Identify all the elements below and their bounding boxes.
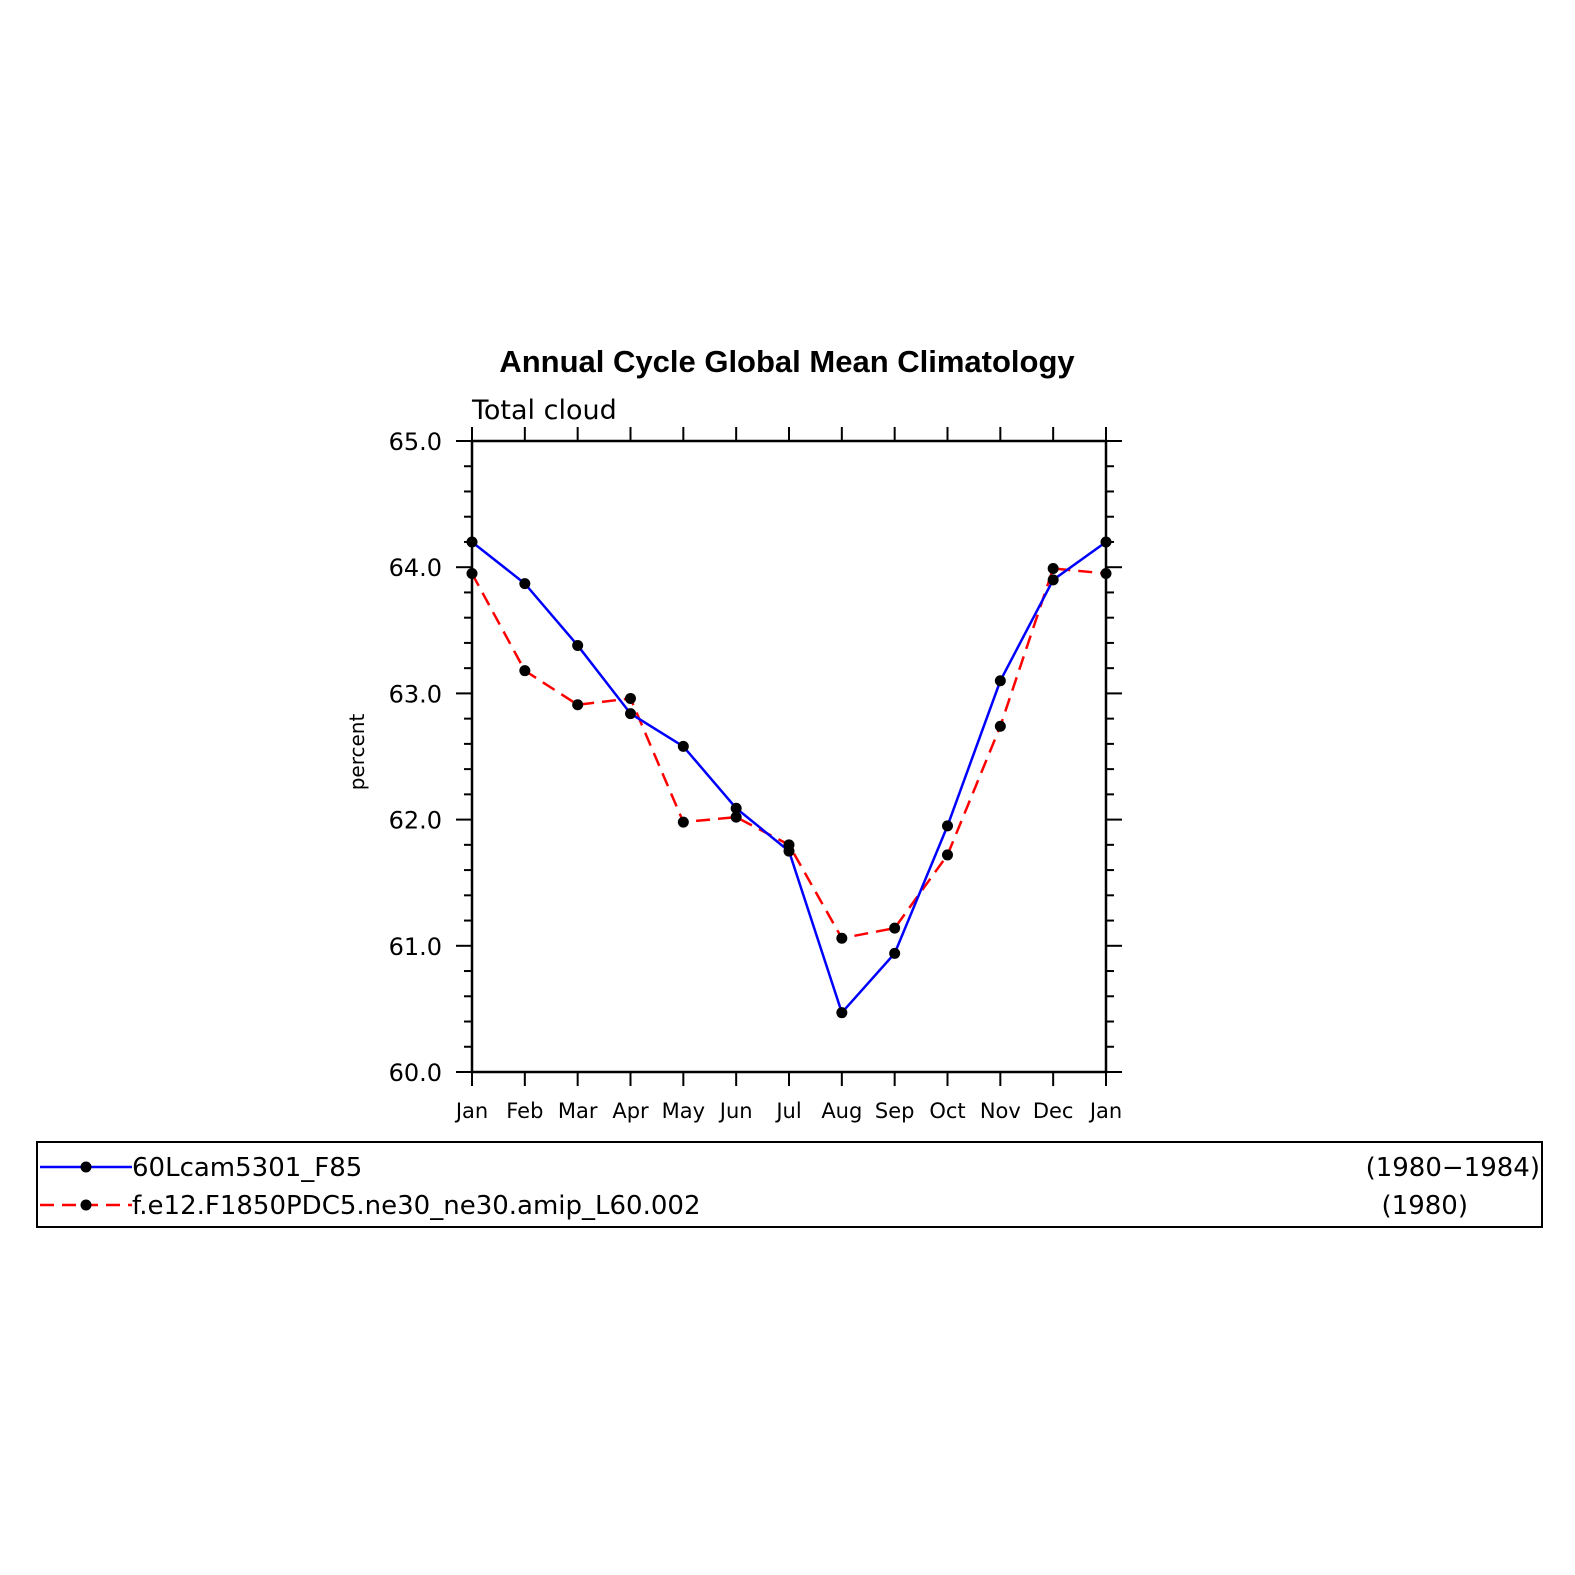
x-tick-label: Nov	[980, 1099, 1021, 1123]
series-2	[470, 567, 1107, 940]
series-layer	[466, 536, 1112, 1019]
x-tick-label: Oct	[929, 1099, 965, 1123]
legend-period: (1980)	[1382, 1191, 1468, 1221]
x-tick-label: Dec	[1033, 1099, 1074, 1123]
legend-label: f.e12.F1850PDC5.ne30_ne30.amip_L60.002	[132, 1191, 700, 1221]
data-point	[625, 692, 636, 704]
chart-title: Annual Cycle Global Mean Climatology	[499, 344, 1075, 379]
y-axis-label: percent	[345, 714, 369, 791]
chart-subtitle: Total cloud	[471, 395, 617, 426]
data-point	[836, 1007, 848, 1019]
y-tick-label: 63.0	[389, 680, 442, 708]
data-point	[889, 947, 901, 959]
data-point	[836, 932, 848, 944]
data-point	[519, 578, 531, 590]
data-point	[677, 740, 689, 752]
legend-marker	[80, 1199, 92, 1211]
data-point	[466, 536, 478, 548]
x-tick-label: Apr	[612, 1099, 649, 1123]
legend-label: 60Lcam5301_F85	[132, 1153, 362, 1183]
plot-frame	[470, 439, 1108, 1074]
legend-marker	[80, 1161, 92, 1173]
data-point	[572, 699, 584, 711]
x-tick-label: Jan	[454, 1099, 488, 1123]
data-point	[1100, 536, 1112, 548]
series-1-points	[466, 536, 1112, 1019]
data-point	[1047, 562, 1059, 574]
x-tick-label: May	[662, 1099, 705, 1123]
data-point	[677, 816, 689, 828]
data-point	[889, 922, 901, 934]
x-tick-label: Feb	[506, 1099, 543, 1123]
x-tick-label: Aug	[821, 1099, 862, 1123]
data-point	[942, 820, 953, 832]
series-1	[471, 540, 1107, 1016]
y-tick-label: 62.0	[389, 807, 442, 835]
data-point	[519, 665, 531, 677]
axes: 60.0 61.0 62.0 63.0 64.0 65.0 Jan Feb Mar Apr May J…	[389, 427, 1122, 1123]
series-line	[471, 540, 1107, 1016]
y-tick-label: 64.0	[389, 554, 442, 582]
data-point	[730, 811, 742, 823]
data-point	[625, 708, 636, 720]
x-tick-label: Jun	[718, 1099, 753, 1123]
x-tick-label: Jan	[1088, 1099, 1122, 1123]
y-tick-label: 60.0	[389, 1059, 442, 1087]
data-point	[942, 849, 953, 861]
data-point	[730, 802, 742, 814]
legend-box	[36, 1141, 1543, 1228]
data-point	[1047, 574, 1059, 586]
data-point	[466, 568, 478, 580]
series-2-points	[466, 562, 1112, 944]
y-tick-label: 65.0	[389, 428, 442, 456]
data-point	[783, 839, 795, 851]
data-point	[994, 675, 1006, 687]
data-point	[572, 639, 584, 651]
data-point	[1100, 568, 1112, 580]
data-point	[994, 720, 1006, 732]
legend-period: (1980−1984)	[1366, 1153, 1540, 1183]
y-tick-label: 61.0	[389, 933, 442, 961]
legend: 60Lcam5301_F85 (1980−1984) f.e12.F1850PDC5…	[36, 1141, 1543, 1228]
x-tick-label: Mar	[558, 1099, 598, 1123]
x-tick-label: Sep	[875, 1099, 915, 1123]
series-line	[470, 567, 1107, 940]
x-tick-label: Jul	[774, 1099, 801, 1123]
